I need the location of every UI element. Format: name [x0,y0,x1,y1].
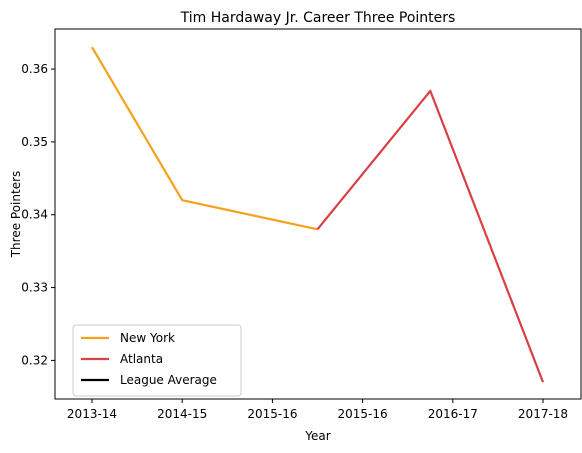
x-tick-label: 2016-17 [428,407,478,421]
series-layer [91,46,545,383]
x-axis-label: Year [304,429,330,443]
series-line-new-york [91,46,318,231]
y-axis: 0.32 0.33 0.34 0.35 0.36 [21,62,55,367]
chart-title: Tim Hardaway Jr. Career Three Pointers [180,10,456,26]
y-tick-label: 0.33 [21,281,48,295]
legend-box [72,324,242,397]
legend-label: New York [120,331,175,345]
legend: New York Atlanta League Average [72,324,242,397]
plot-area-frame [54,28,582,400]
x-tick-label: 2014-15 [157,407,207,421]
x-tick-label: 2017-18 [518,407,568,421]
x-axis: 2013-14 2014-15 2015-16 2015-16 2016-17 2017-… [67,399,568,421]
y-tick-label: 0.36 [21,62,48,76]
legend-label: Atlanta [120,352,163,366]
x-tick-label: 2013-14 [67,407,117,421]
x-tick-label: 2015-16 [338,407,388,421]
y-axis-label: Three Pointers [9,171,23,259]
series-line-atlanta [316,89,545,383]
y-tick-label: 0.34 [21,208,48,222]
y-tick-label: 0.35 [21,135,48,149]
x-tick-label: 2015-16 [247,407,297,421]
y-tick-label: 0.32 [21,353,48,367]
legend-label: League Average [120,373,217,387]
